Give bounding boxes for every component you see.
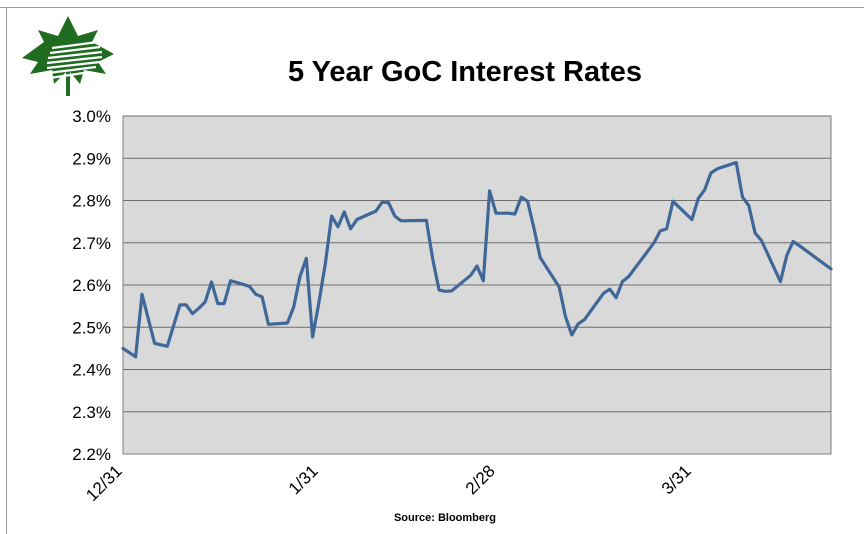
series-line xyxy=(121,160,833,359)
y-tick-label: 2.3% xyxy=(72,403,111,422)
x-tick-label: 12/31 xyxy=(82,461,126,505)
y-tick-label: 2.7% xyxy=(72,234,111,253)
frame-border-left xyxy=(6,7,7,534)
x-tick-label: 3/31 xyxy=(658,461,695,498)
building-stripes xyxy=(46,40,103,80)
x-tick-label: 2/28 xyxy=(462,461,499,498)
y-tick-label: 2.5% xyxy=(72,318,111,337)
y-tick-label: 2.4% xyxy=(72,361,111,380)
y-tick-label: 2.9% xyxy=(72,149,111,168)
y-tick-label: 2.8% xyxy=(72,192,111,211)
maple-leaf-building-logo xyxy=(22,16,114,96)
x-tick-label: 1/31 xyxy=(285,461,322,498)
y-tick-label: 2.2% xyxy=(72,445,111,464)
frame-border-top xyxy=(0,7,864,8)
y-tick-label: 2.6% xyxy=(72,276,111,295)
y-tick-label: 3.0% xyxy=(72,107,111,126)
source-note: Source: Bloomberg xyxy=(393,512,497,524)
chart-title: 5 Year GoC Interest Rates xyxy=(287,56,643,88)
